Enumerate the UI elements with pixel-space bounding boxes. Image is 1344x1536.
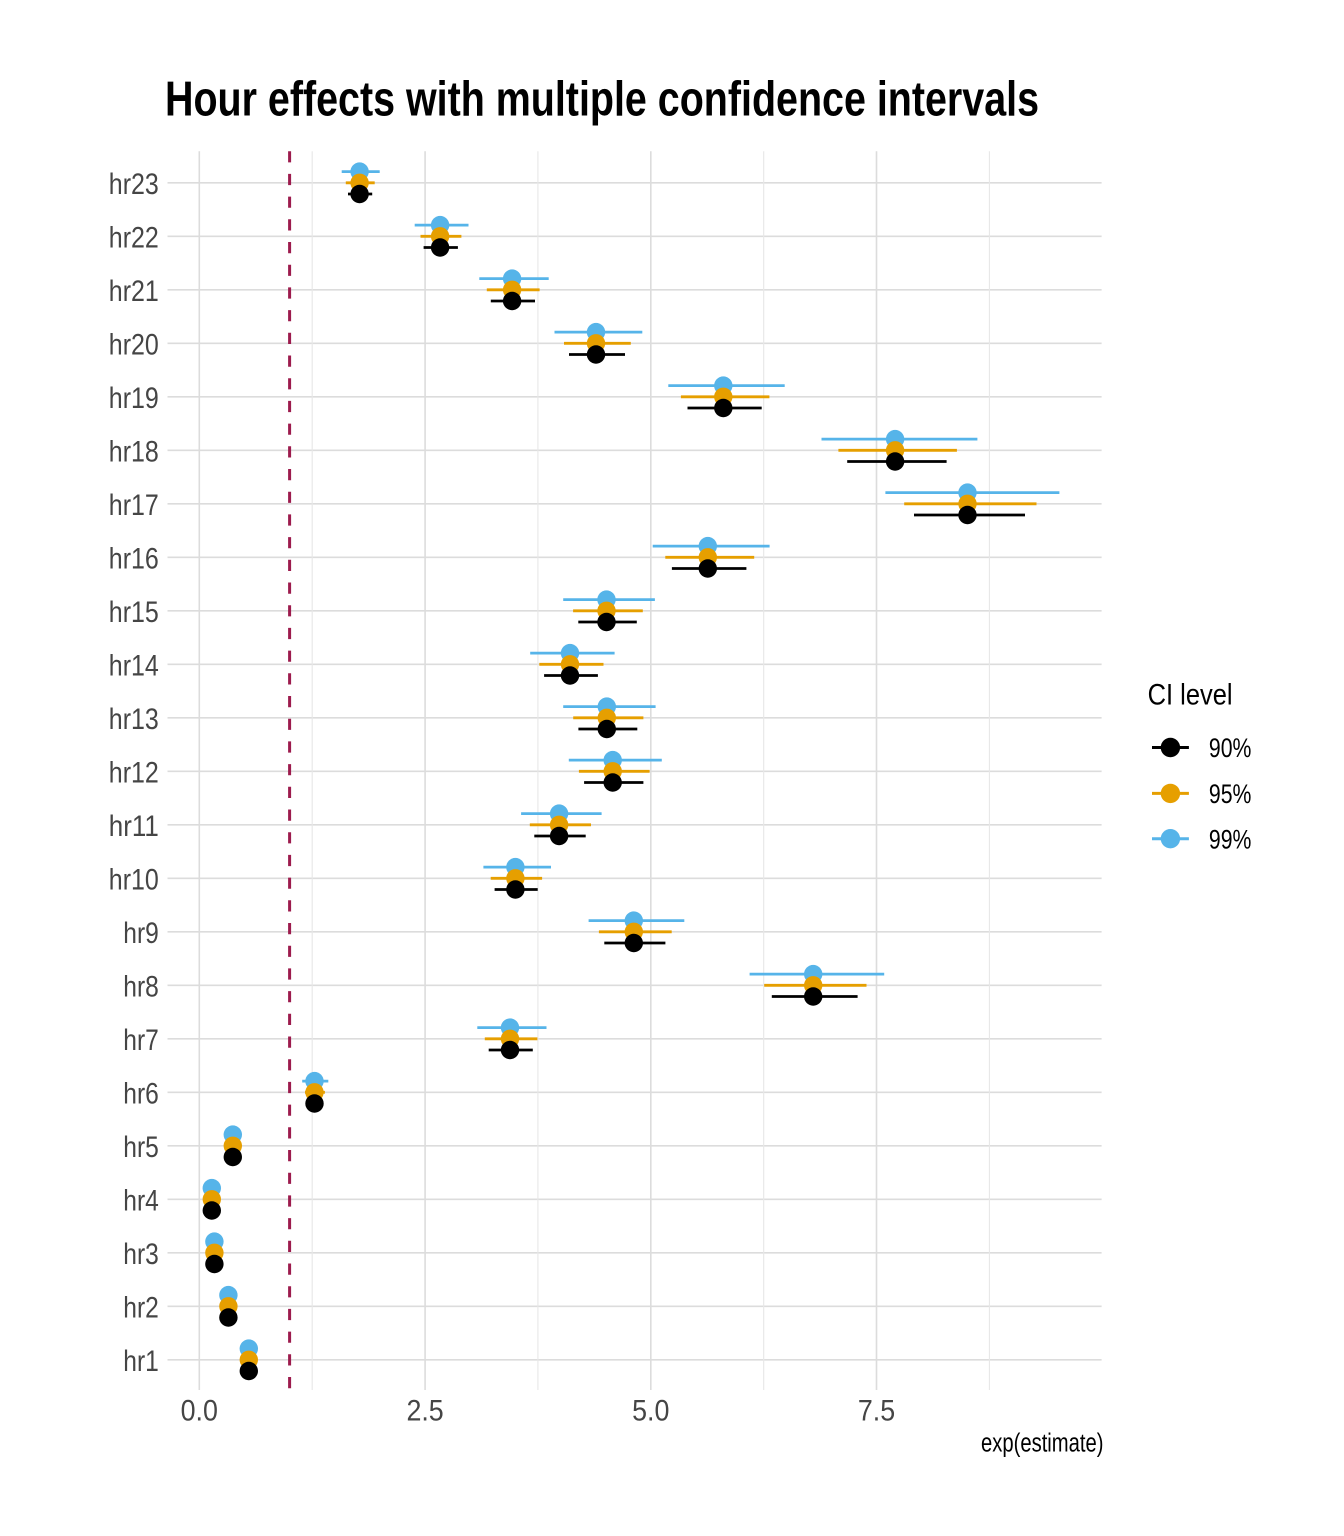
svg-text:exp(estimate): exp(estimate) xyxy=(981,1430,1104,1458)
svg-text:hr17: hr17 xyxy=(109,489,159,522)
svg-text:hr2: hr2 xyxy=(123,1292,159,1325)
svg-text:hr14: hr14 xyxy=(109,650,159,683)
svg-text:CI level: CI level xyxy=(1148,679,1233,712)
svg-text:5.0: 5.0 xyxy=(632,1394,669,1427)
svg-text:hr21: hr21 xyxy=(109,275,159,308)
svg-text:95%: 95% xyxy=(1209,779,1252,809)
svg-text:hr16: hr16 xyxy=(109,543,159,576)
svg-text:hr7: hr7 xyxy=(123,1024,159,1057)
svg-text:2.5: 2.5 xyxy=(406,1394,443,1427)
svg-text:hr10: hr10 xyxy=(109,864,159,897)
svg-text:hr18: hr18 xyxy=(109,436,159,469)
svg-text:hr9: hr9 xyxy=(123,917,159,950)
svg-text:hr12: hr12 xyxy=(109,757,159,790)
svg-text:hr13: hr13 xyxy=(109,703,159,736)
svg-text:90%: 90% xyxy=(1209,733,1252,763)
svg-text:0.0: 0.0 xyxy=(181,1394,218,1427)
svg-text:hr1: hr1 xyxy=(123,1345,159,1378)
svg-text:hr15: hr15 xyxy=(109,596,159,629)
svg-text:hr8: hr8 xyxy=(123,971,159,1004)
svg-text:hr11: hr11 xyxy=(109,810,159,843)
svg-text:hr23: hr23 xyxy=(109,168,159,201)
svg-text:hr19: hr19 xyxy=(109,382,159,415)
svg-text:Hour effects with multiple con: Hour effects with multiple confidence in… xyxy=(165,72,1039,126)
svg-text:hr22: hr22 xyxy=(109,222,159,255)
svg-text:hr20: hr20 xyxy=(109,329,159,362)
svg-text:hr3: hr3 xyxy=(123,1238,159,1271)
svg-text:7.5: 7.5 xyxy=(858,1394,895,1427)
svg-text:hr4: hr4 xyxy=(123,1185,159,1218)
svg-text:99%: 99% xyxy=(1209,824,1252,854)
svg-text:hr5: hr5 xyxy=(123,1131,159,1164)
svg-text:hr6: hr6 xyxy=(123,1078,159,1111)
